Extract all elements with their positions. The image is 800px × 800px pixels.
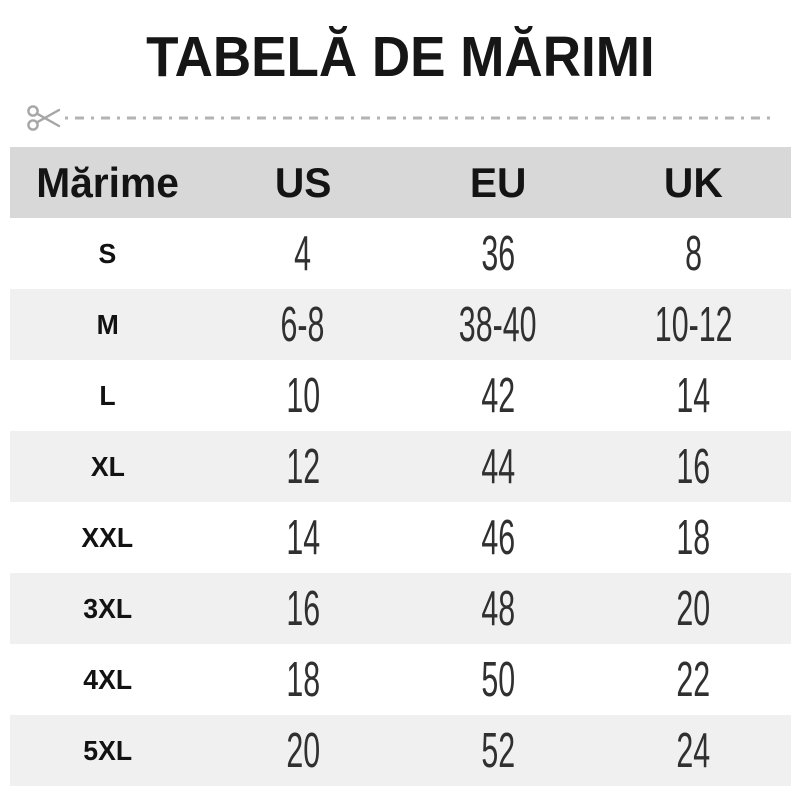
us-value-cell: 14: [285, 510, 320, 565]
table-row-5xl: 5XL 20 52 24: [10, 715, 791, 786]
table-row-3xl: 3XL 16 48 20: [10, 573, 791, 644]
us-value-cell: 20: [285, 723, 320, 778]
size-cell: 4XL: [83, 663, 133, 695]
us-value-cell: 12: [285, 439, 320, 494]
eu-value-cell: 38-40: [459, 297, 537, 352]
uk-value-cell: 24: [676, 723, 711, 778]
page-title-text: TABELĂ DE MĂRIMI: [145, 25, 655, 89]
uk-value-cell: 8: [684, 226, 702, 281]
page-title: TABELĂ DE MĂRIMI: [0, 24, 800, 90]
table-header-row: Mărime US EU UK: [10, 147, 791, 218]
eu-value-cell: 52: [481, 723, 516, 778]
uk-value-cell: 16: [676, 439, 711, 494]
table-row-m: M 6-8 38-40 10-12: [10, 289, 791, 360]
uk-value-cell: 14: [676, 368, 711, 423]
scissors-icon: [27, 105, 61, 131]
size-cell: XXL: [81, 521, 134, 553]
table-row-4xl: 4XL 18 50 22: [10, 644, 791, 715]
us-value-cell: 10: [285, 368, 320, 423]
column-header-us: US: [274, 158, 332, 206]
size-cell: L: [99, 379, 116, 411]
column-header-eu: EU: [469, 158, 527, 206]
table-row-xxl: XXL 14 46 18: [10, 502, 791, 573]
uk-value-cell: 22: [676, 652, 711, 707]
size-cell: S: [98, 237, 117, 269]
column-header-marime: Mărime: [36, 158, 179, 206]
eu-value-cell: 44: [481, 439, 516, 494]
us-value-cell: 6-8: [280, 297, 325, 352]
uk-value-cell: 18: [676, 510, 711, 565]
table-row-xl: XL 12 44 16: [10, 431, 791, 502]
eu-value-cell: 50: [481, 652, 516, 707]
size-cell: M: [96, 308, 119, 340]
size-cell: 3XL: [83, 592, 133, 624]
uk-value-cell: 20: [676, 581, 711, 636]
eu-value-cell: 46: [481, 510, 516, 565]
table-row-s: S 4 36 8: [10, 218, 791, 289]
eu-value-cell: 42: [481, 368, 516, 423]
column-header-uk: UK: [663, 158, 723, 206]
us-value-cell: 16: [285, 581, 320, 636]
size-table: Mărime US EU UK S 4 36 8 M 6-8 38-40 10-…: [10, 147, 791, 786]
us-value-cell: 4: [294, 226, 312, 281]
uk-value-cell: 10-12: [654, 297, 733, 352]
cut-line: [26, 99, 778, 137]
eu-value-cell: 48: [481, 581, 516, 636]
us-value-cell: 18: [285, 652, 320, 707]
table-row-l: L 10 42 14: [10, 360, 791, 431]
dashed-cut-line: [65, 116, 777, 120]
eu-value-cell: 36: [481, 226, 516, 281]
size-cell: 5XL: [83, 734, 133, 766]
size-cell: XL: [90, 450, 125, 482]
